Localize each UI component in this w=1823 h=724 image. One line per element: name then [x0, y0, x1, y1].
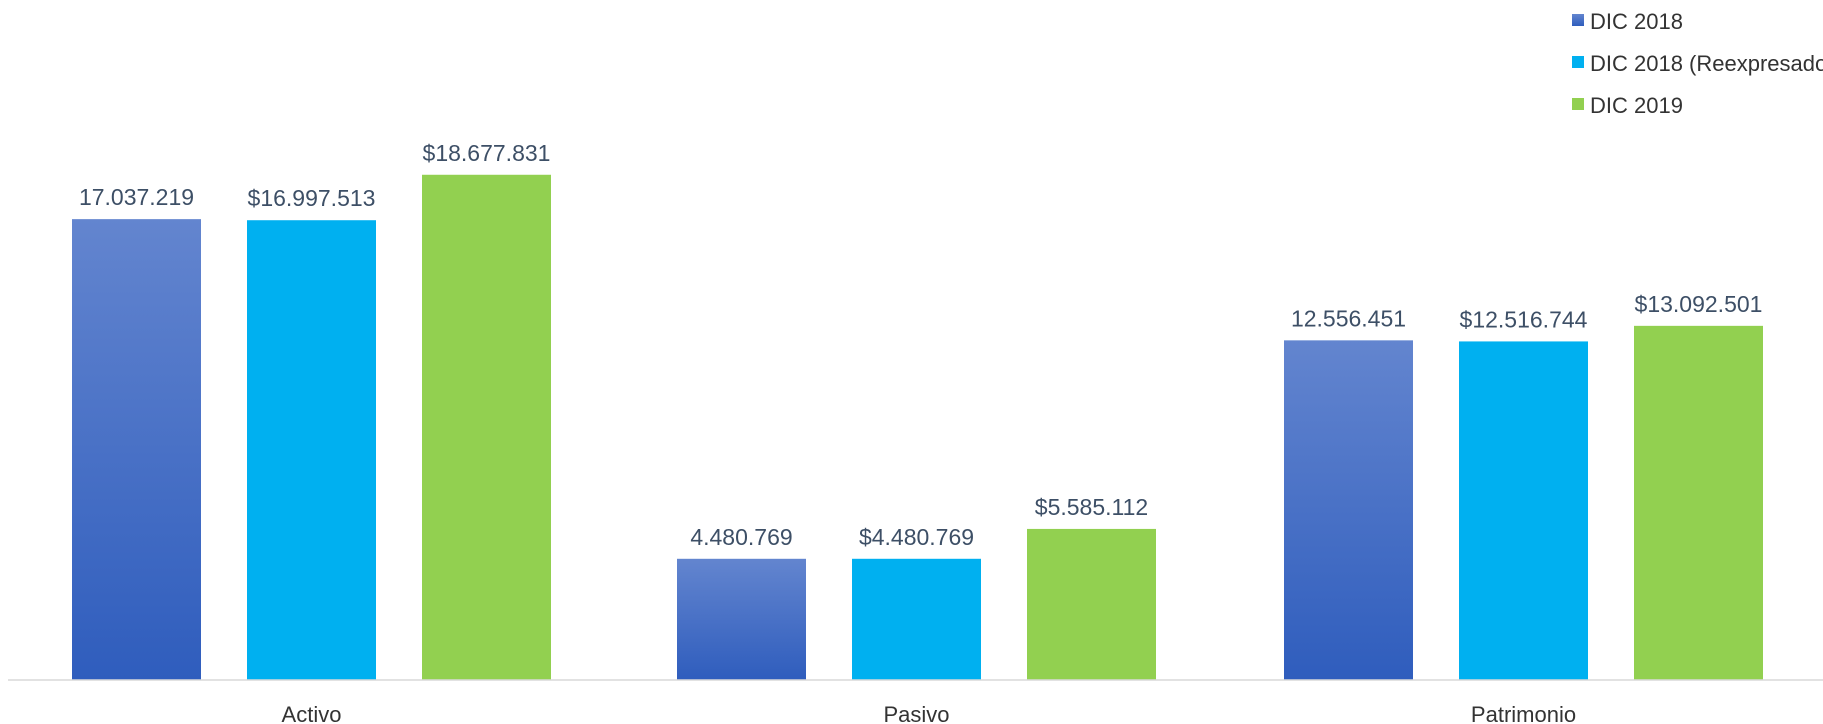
x-axis-tick-labels: Activo Pasivo Patrimonio: [282, 702, 1577, 724]
x-tick-label-patrimonio: Patrimonio: [1471, 702, 1576, 724]
bars-group: [72, 174, 1763, 680]
bar-activo-series-1: [72, 219, 201, 680]
bar-pasivo-series-2: [852, 558, 981, 680]
bar-pasivo-series-3: [1027, 528, 1156, 680]
x-tick-label-pasivo: Pasivo: [883, 702, 949, 724]
data-label-pasivo-series-1: 4.480.769: [690, 524, 792, 550]
legend: DIC 2018 DIC 2018 (Reexpresado) DIC 2019: [1572, 9, 1823, 118]
bar-patrimonio-series-2: [1459, 341, 1588, 680]
data-label-patrimonio-series-3: $13.092.501: [1635, 291, 1763, 317]
data-label-patrimonio-series-1: 12.556.451: [1291, 305, 1406, 331]
bar-pasivo-series-1: [677, 558, 806, 680]
data-label-activo-series-3: $18.677.831: [423, 140, 551, 166]
bar-activo-series-2: [247, 220, 376, 680]
data-label-activo-series-1: 17.037.219: [79, 184, 194, 210]
bar-patrimonio-series-3: [1634, 325, 1763, 680]
legend-label-series-1: DIC 2018: [1590, 9, 1683, 34]
legend-label-series-3: DIC 2019: [1590, 93, 1683, 118]
data-label-pasivo-series-3: $5.585.112: [1035, 494, 1148, 520]
data-labels-group: 17.037.219 $16.997.513 $18.677.831 4.480.76…: [79, 140, 1763, 550]
legend-swatch-series-3: [1572, 98, 1584, 110]
data-label-patrimonio-series-2: $12.516.744: [1460, 306, 1588, 332]
x-tick-label-activo: Activo: [282, 702, 342, 724]
data-label-activo-series-2: $16.997.513: [248, 185, 376, 211]
bar-activo-series-3: [422, 174, 551, 680]
legend-swatch-series-1: [1572, 14, 1584, 26]
data-label-pasivo-series-2: $4.480.769: [859, 524, 974, 550]
bar-patrimonio-series-1: [1284, 340, 1413, 680]
legend-swatch-series-2: [1572, 56, 1584, 68]
legend-label-series-2: DIC 2018 (Reexpresado): [1590, 51, 1823, 76]
